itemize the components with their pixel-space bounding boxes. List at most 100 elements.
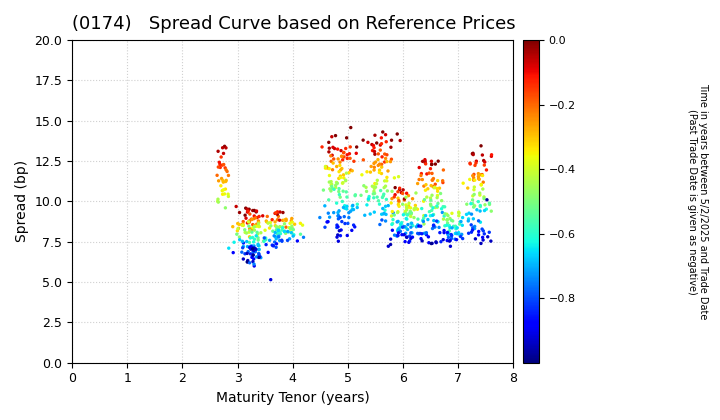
Point	[257, 213, 269, 219]
Point	[426, 158, 437, 165]
Point	[469, 202, 480, 209]
Point	[376, 211, 387, 218]
Point	[380, 211, 392, 218]
Point	[343, 150, 355, 157]
Point	[379, 207, 391, 214]
Point	[432, 218, 444, 225]
Point	[364, 169, 376, 176]
Point	[410, 202, 421, 209]
Point	[405, 220, 417, 227]
Point	[446, 231, 457, 238]
Point	[477, 186, 489, 192]
Point	[283, 228, 294, 235]
Point	[394, 185, 405, 192]
Point	[221, 168, 233, 175]
Point	[389, 212, 400, 218]
Point	[400, 225, 412, 231]
Point	[338, 204, 349, 211]
Point	[469, 225, 480, 232]
Point	[324, 214, 336, 220]
Point	[331, 224, 343, 231]
Point	[297, 222, 308, 228]
Point	[282, 237, 293, 244]
Point	[244, 244, 256, 251]
Point	[468, 171, 480, 178]
Point	[467, 227, 478, 234]
Point	[244, 227, 256, 234]
Point	[418, 218, 429, 225]
Point	[273, 234, 284, 240]
Point	[355, 192, 366, 199]
Point	[405, 213, 416, 220]
Point	[377, 153, 388, 160]
Point	[442, 220, 454, 226]
Point	[441, 217, 453, 223]
Point	[432, 192, 444, 199]
Point	[477, 234, 488, 241]
Point	[402, 226, 413, 233]
Point	[477, 236, 489, 243]
Point	[374, 221, 386, 228]
Point	[246, 243, 258, 249]
Point	[392, 232, 404, 239]
Point	[239, 212, 251, 218]
Point	[421, 194, 433, 200]
Point	[432, 200, 444, 207]
Point	[395, 221, 407, 228]
Point	[246, 243, 257, 250]
Point	[329, 145, 341, 152]
Point	[431, 204, 443, 210]
Point	[393, 203, 405, 210]
Point	[323, 210, 334, 217]
Point	[254, 253, 266, 260]
Point	[338, 213, 350, 220]
Point	[426, 177, 438, 184]
Point	[419, 156, 431, 163]
Point	[380, 218, 392, 224]
Point	[450, 226, 462, 232]
Point	[439, 210, 451, 217]
Point	[419, 196, 431, 203]
Point	[248, 227, 260, 234]
Point	[412, 180, 423, 187]
Point	[385, 144, 397, 151]
Point	[467, 192, 479, 199]
Point	[277, 209, 289, 216]
Point	[272, 224, 284, 231]
Point	[397, 211, 409, 218]
Point	[368, 188, 379, 195]
Point	[437, 177, 449, 184]
Point	[234, 236, 246, 243]
Point	[279, 217, 290, 223]
Point	[251, 214, 263, 221]
Point	[343, 209, 354, 216]
Point	[280, 217, 292, 224]
Point	[468, 177, 480, 184]
Point	[345, 167, 356, 173]
Point	[253, 220, 264, 227]
Point	[271, 226, 282, 233]
Point	[253, 254, 264, 260]
Point	[326, 134, 338, 140]
Point	[380, 155, 392, 162]
Point	[442, 231, 454, 237]
Point	[247, 258, 258, 265]
Point	[232, 220, 243, 227]
Point	[431, 239, 442, 246]
Point	[242, 257, 253, 264]
Point	[284, 224, 295, 231]
Point	[438, 229, 450, 236]
Point	[393, 227, 405, 234]
Point	[251, 229, 263, 236]
Point	[441, 237, 453, 244]
Point	[323, 145, 335, 152]
Point	[420, 160, 431, 166]
Point	[428, 175, 439, 182]
Point	[462, 185, 474, 192]
Point	[348, 206, 359, 213]
Point	[282, 228, 294, 235]
Point	[337, 157, 348, 163]
Point	[382, 168, 394, 174]
Point	[475, 142, 487, 149]
Point	[468, 204, 480, 210]
